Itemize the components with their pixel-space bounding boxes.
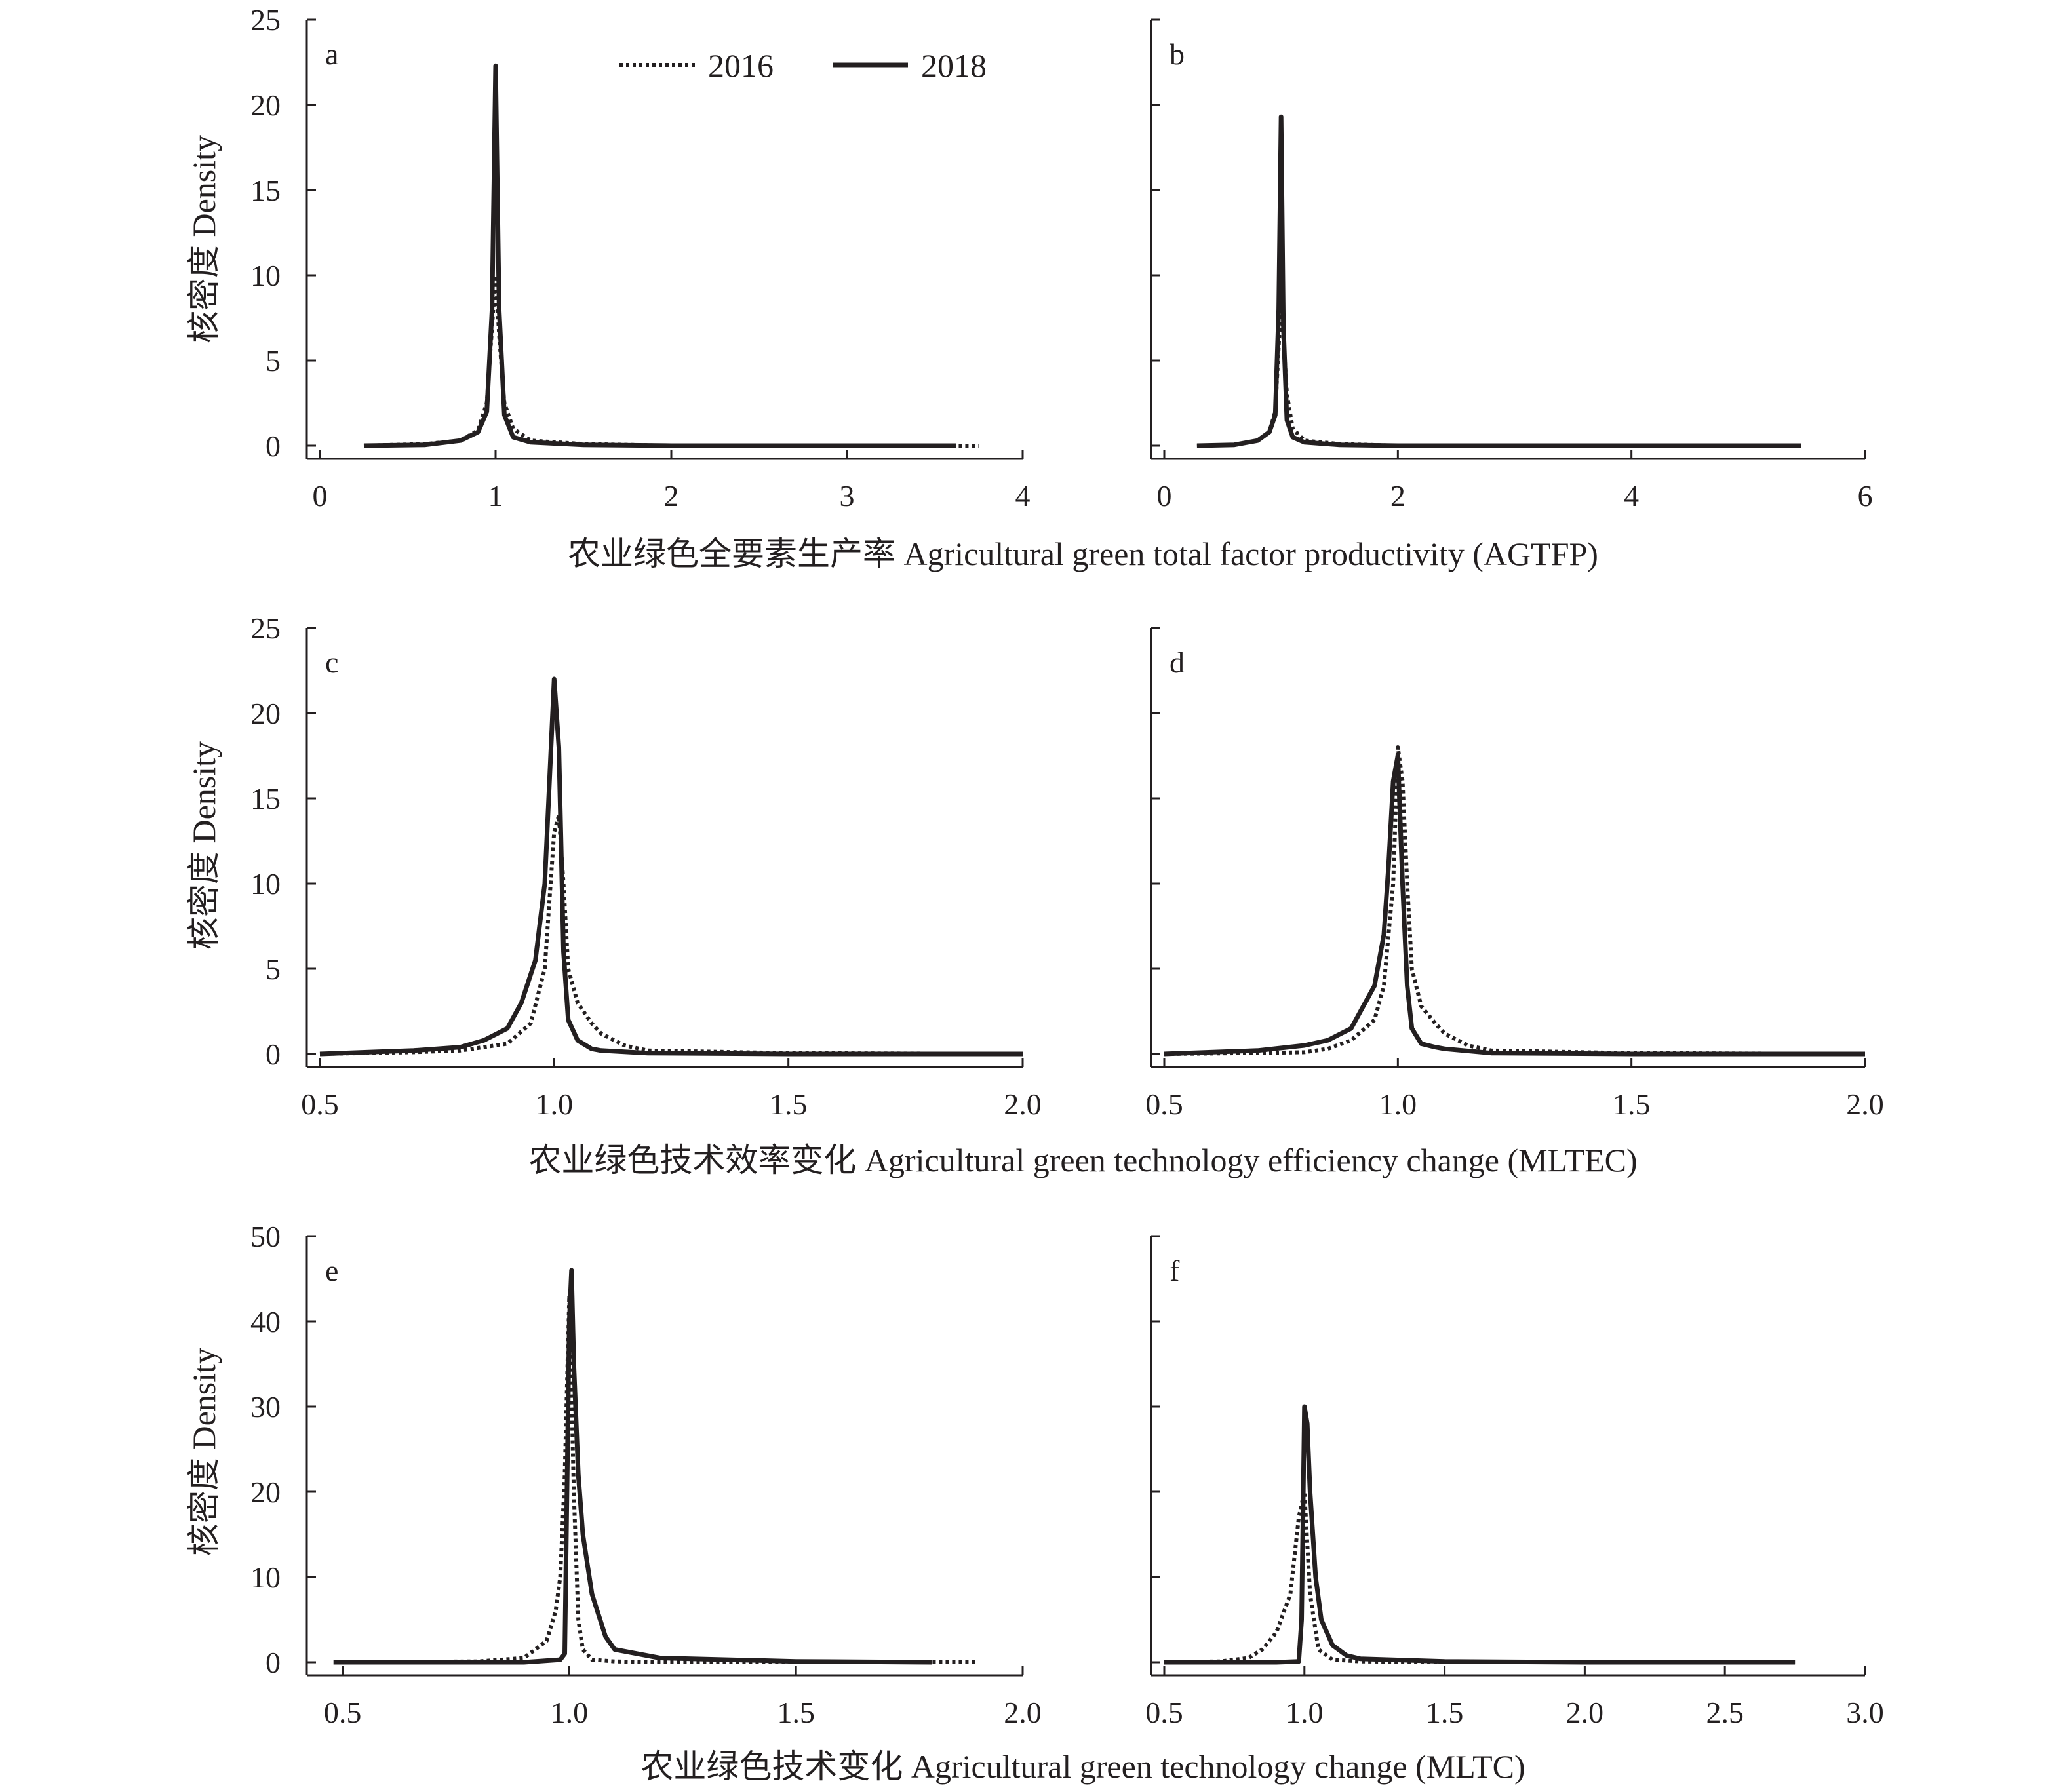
x-axis-title-row-1: 农业绿色全要素生产率 Agricultural green total fact… xyxy=(568,536,1598,572)
x-tick-label-a: 1 xyxy=(488,479,503,513)
y-tick-label-e: 30 xyxy=(250,1390,281,1424)
x-tick-label-c: 0.5 xyxy=(301,1087,339,1121)
y-tick-label-a: 5 xyxy=(266,344,281,378)
y-tick-label-c: 20 xyxy=(250,697,281,730)
x-tick-label-b: 6 xyxy=(1858,479,1873,513)
x-tick-label-f: 0.5 xyxy=(1145,1696,1183,1729)
panel-letter-c: c xyxy=(325,646,338,679)
x-tick-label-f: 1.5 xyxy=(1426,1696,1464,1729)
x-tick-label-d: 2.0 xyxy=(1846,1087,1884,1121)
x-tick-label-c: 2.0 xyxy=(1004,1087,1042,1121)
x-tick-label-a: 0 xyxy=(313,479,328,513)
y-axis-title-row-3: 核密度 Density xyxy=(186,1348,222,1556)
series-line-2016-e xyxy=(342,1294,977,1664)
series-line-2018-b xyxy=(1196,114,1801,448)
x-tick-label-b: 2 xyxy=(1390,479,1406,513)
y-tick-label-e: 10 xyxy=(250,1561,281,1594)
x-tick-label-d: 0.5 xyxy=(1145,1087,1183,1121)
x-tick-label-d: 1.0 xyxy=(1379,1087,1417,1121)
x-axis-title-row-2: 农业绿色技术效率变化 Agricultural green technology… xyxy=(528,1142,1637,1178)
x-tick-label-e: 0.5 xyxy=(324,1696,362,1729)
y-tick-label-e: 20 xyxy=(250,1475,281,1509)
panel-a: 0 5 10 15 20 25 0 1 2 3 4 a xyxy=(250,3,1031,513)
x-tick-label-f: 2.0 xyxy=(1566,1696,1604,1729)
series-line-2016-c xyxy=(319,813,1023,1056)
y-tick-label-c: 5 xyxy=(266,952,281,986)
x-axis-title-row-3: 农业绿色技术变化 Agricultural green technology c… xyxy=(640,1748,1525,1785)
series-line-2018-e xyxy=(333,1268,932,1665)
series-line-2018-f xyxy=(1164,1404,1796,1665)
y-tick-label-c: 15 xyxy=(250,782,281,815)
y-tick-label-e: 0 xyxy=(266,1646,281,1679)
x-tick-label-f: 1.0 xyxy=(1286,1696,1324,1729)
chart-panels: 0 5 10 15 20 25 0 1 2 3 4 a 0 2 4 6 b 0 5 10 15 20 25 0.5 1.0 1.5… xyxy=(250,3,1884,1729)
y-tick-label-c: 10 xyxy=(250,867,281,901)
y-tick-label-a: 25 xyxy=(250,3,281,37)
x-tick-label-f: 2.5 xyxy=(1706,1696,1744,1729)
x-tick-label-a: 2 xyxy=(664,479,679,513)
series-line-2016-f xyxy=(1164,1490,1796,1664)
x-tick-label-a: 4 xyxy=(1015,479,1031,513)
series-line-2016-a xyxy=(363,273,979,448)
x-tick-label-b: 0 xyxy=(1157,479,1172,513)
panel-letter-e: e xyxy=(325,1254,338,1287)
legend: 2016 2018 xyxy=(620,47,987,84)
y-axis-title-row-1: 核密度 Density xyxy=(186,135,222,343)
legend-label-2018: 2018 xyxy=(921,47,987,84)
panel-f: 0.5 1.0 1.5 2.0 2.5 3.0 f xyxy=(1145,1235,1884,1729)
x-tick-label-a: 3 xyxy=(840,479,855,513)
x-tick-label-f: 3.0 xyxy=(1846,1696,1884,1729)
panel-letter-a: a xyxy=(325,37,338,71)
x-tick-label-d: 1.5 xyxy=(1613,1087,1651,1121)
y-tick-label-a: 0 xyxy=(266,429,281,463)
panel-letter-b: b xyxy=(1170,37,1185,71)
y-tick-label-a: 15 xyxy=(250,174,281,207)
x-tick-label-c: 1.0 xyxy=(536,1087,574,1121)
x-tick-label-c: 1.5 xyxy=(770,1087,808,1121)
y-tick-label-c: 0 xyxy=(266,1038,281,1071)
panel-b: 0 2 4 6 b xyxy=(1150,18,1873,513)
y-tick-label-e: 50 xyxy=(250,1220,281,1253)
legend-label-2016: 2016 xyxy=(708,47,774,84)
y-axis-title-row-2: 核密度 Density xyxy=(186,741,222,950)
y-tick-label-e: 40 xyxy=(250,1305,281,1338)
x-tick-label-b: 4 xyxy=(1624,479,1639,513)
panel-letter-f: f xyxy=(1170,1254,1180,1287)
x-tick-label-e: 2.0 xyxy=(1004,1696,1042,1729)
series-line-2018-c xyxy=(319,676,1023,1057)
x-tick-label-e: 1.0 xyxy=(551,1696,589,1729)
panel-c: 0 5 10 15 20 25 0.5 1.0 1.5 2.0 c xyxy=(250,612,1042,1121)
series-line-2018-d xyxy=(1164,753,1865,1057)
panel-d: 0.5 1.0 1.5 2.0 d xyxy=(1145,627,1884,1121)
x-tick-label-e: 1.5 xyxy=(777,1696,815,1729)
series-line-2016-d xyxy=(1164,745,1866,1056)
panel-letter-d: d xyxy=(1170,646,1185,679)
y-tick-label-a: 10 xyxy=(250,259,281,292)
y-tick-label-c: 25 xyxy=(250,612,281,645)
y-tick-label-a: 20 xyxy=(250,88,281,122)
series-line-2018-a xyxy=(363,63,956,448)
panel-e: 0 10 20 30 40 50 0.5 1.0 1.5 2.0 e xyxy=(250,1220,1042,1729)
